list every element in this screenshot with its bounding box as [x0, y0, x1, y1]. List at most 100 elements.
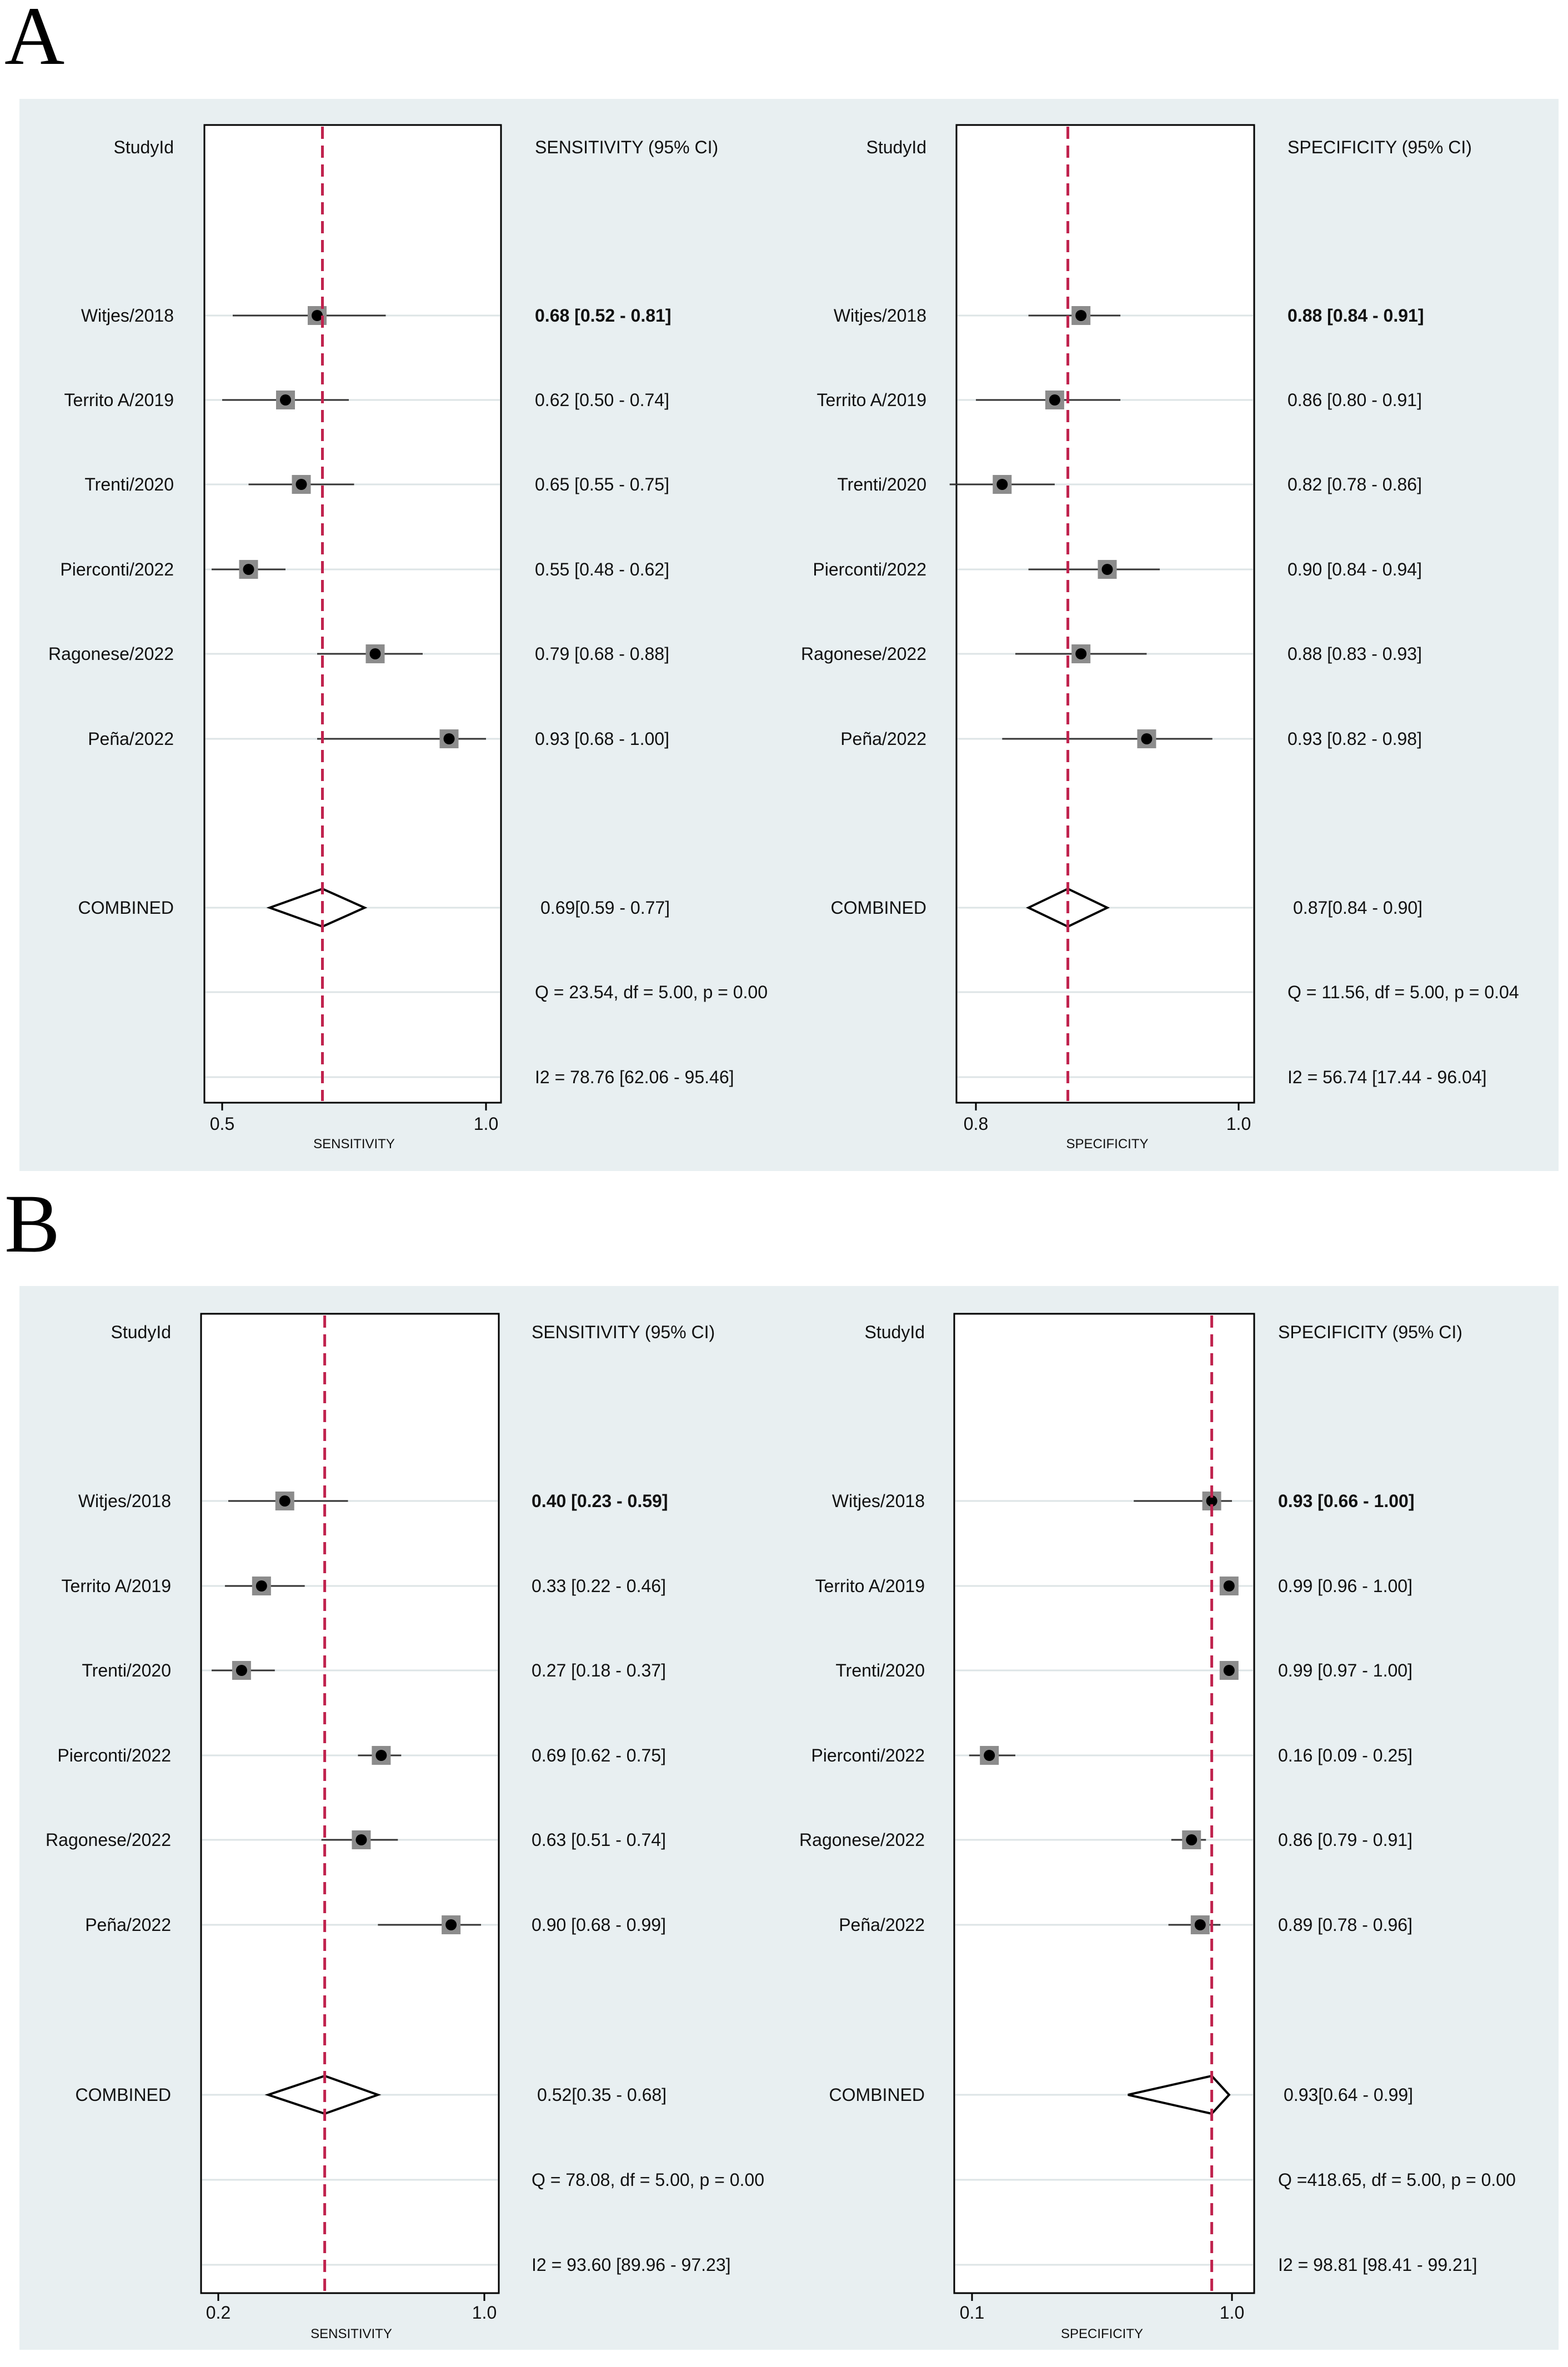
point-estimate [312, 310, 323, 321]
heterogeneity-i2: I2 = 98.81 [98.41 - 99.21] [1278, 2255, 1477, 2275]
x-tick-label: 0.5 [210, 1114, 234, 1134]
point-estimate [236, 1665, 247, 1676]
study-ci-label: 0.93 [0.82 - 0.98] [1288, 729, 1422, 749]
study-ci-label: 0.86 [0.80 - 0.91] [1288, 390, 1422, 410]
study-name: Ragonese/2022 [799, 1830, 925, 1850]
point-estimate [1194, 1919, 1206, 1930]
combined-label: COMBINED [78, 898, 174, 918]
point-estimate [295, 479, 307, 490]
study-column-header: StudyId [866, 137, 926, 157]
study-ci-label: 0.63 [0.51 - 0.74] [532, 1830, 666, 1850]
study-name: Pierconti/2022 [813, 559, 926, 579]
plot-area [955, 124, 1255, 1104]
ci-column-header: SENSITIVITY (95% CI) [535, 137, 718, 157]
x-tick-label: 0.8 [964, 1114, 988, 1134]
point-estimate [996, 479, 1008, 490]
study-ci-label: 0.93 [0.68 - 1.00] [535, 729, 669, 749]
study-ci-label: 0.33 [0.22 - 0.46] [532, 1576, 666, 1596]
point-estimate [984, 1750, 995, 1761]
heterogeneity-i2: I2 = 56.74 [17.44 - 96.04] [1288, 1067, 1487, 1087]
point-estimate [355, 1834, 367, 1845]
study-name: Territo A/2019 [817, 390, 926, 410]
forest-plot-specificity: StudyId SPECIFICITY (95% CI) Witjes/2018 0.… [799, 1313, 1516, 2341]
heterogeneity-q: Q = 78.08, df = 5.00, p = 0.00 [532, 2170, 764, 2190]
combined-label: COMBINED [76, 2085, 171, 2105]
x-tick-label: 1.0 [1220, 2303, 1244, 2323]
study-ci-label: 0.16 [0.09 - 0.25] [1278, 1745, 1412, 1765]
heterogeneity-q: Q = 23.54, df = 5.00, p = 0.00 [535, 982, 768, 1002]
x-tick-label: 1.0 [474, 1114, 498, 1134]
forest-plot-sensitivity: StudyId SENSITIVITY (95% CI) Witjes/2018 0.… [48, 124, 768, 1152]
heterogeneity-i2: I2 = 78.76 [62.06 - 95.46] [535, 1067, 734, 1087]
study-ci-label: 0.99 [0.96 - 1.00] [1278, 1576, 1412, 1596]
study-ci-label: 0.88 [0.84 - 0.91] [1288, 306, 1424, 326]
combined-ci-label: 0.93[0.64 - 0.99] [1284, 2085, 1413, 2105]
panel-b: B StudyId SENSITIVITY (95% CI) Witjes/2018 0… [4, 1178, 1559, 2350]
study-ci-label: 0.65 [0.55 - 0.75] [535, 474, 669, 494]
combined-ci-label: 0.87[0.84 - 0.90] [1293, 898, 1422, 918]
point-estimate [243, 564, 254, 575]
combined-ci-label: 0.69[0.59 - 0.77] [540, 898, 670, 918]
study-ci-label: 0.62 [0.50 - 0.74] [535, 390, 669, 410]
plot-area [200, 1313, 500, 2294]
study-name: Pierconti/2022 [811, 1745, 925, 1765]
x-tick-label: 0.1 [960, 2303, 984, 2323]
study-name: Ragonese/2022 [48, 644, 174, 664]
study-ci-label: 0.88 [0.83 - 0.93] [1288, 644, 1422, 664]
heterogeneity-q: Q = 11.56, df = 5.00, p = 0.04 [1288, 982, 1519, 1002]
study-name: Pierconti/2022 [60, 559, 174, 579]
study-ci-label: 0.86 [0.79 - 0.91] [1278, 1830, 1412, 1850]
study-name: Peña/2022 [840, 729, 926, 749]
forest-plot-specificity: StudyId SPECIFICITY (95% CI) Witjes/2018 0.… [801, 124, 1519, 1152]
combined-ci-label: 0.52[0.35 - 0.68] [537, 2085, 667, 2105]
study-ci-label: 0.55 [0.48 - 0.62] [535, 559, 669, 579]
study-ci-label: 0.82 [0.78 - 0.86] [1288, 474, 1422, 494]
study-name: Trenti/2020 [82, 1660, 171, 1680]
point-estimate [1141, 733, 1153, 744]
point-estimate [1223, 1665, 1235, 1676]
point-estimate [1049, 394, 1060, 406]
study-ci-label: 0.90 [0.84 - 0.94] [1288, 559, 1422, 579]
ci-column-header: SENSITIVITY (95% CI) [532, 1322, 715, 1342]
point-estimate [1101, 564, 1113, 575]
ci-column-header: SPECIFICITY (95% CI) [1278, 1322, 1462, 1342]
combined-diamond [264, 2074, 382, 2115]
study-name: Peña/2022 [839, 1915, 925, 1935]
study-ci-label: 0.40 [0.23 - 0.59] [532, 1491, 668, 1511]
x-tick-label: 0.2 [206, 2303, 231, 2323]
study-ci-label: 0.27 [0.18 - 0.37] [532, 1660, 666, 1680]
study-name: Witjes/2018 [832, 1491, 925, 1511]
x-axis-title: SPECIFICITY [1061, 2326, 1143, 2341]
study-name: Territo A/2019 [64, 390, 174, 410]
study-name: Peña/2022 [88, 729, 174, 749]
point-estimate [280, 394, 291, 406]
point-estimate [1223, 1580, 1235, 1592]
study-ci-label: 0.89 [0.78 - 0.96] [1278, 1915, 1412, 1935]
study-column-header: StudyId [111, 1322, 171, 1342]
study-ci-label: 0.93 [0.66 - 1.00] [1278, 1491, 1414, 1511]
point-estimate [445, 1919, 457, 1930]
x-tick-label: 1.0 [472, 2303, 497, 2323]
combined-label: COMBINED [829, 2085, 925, 2105]
point-estimate [279, 1495, 290, 1507]
study-column-header: StudyId [864, 1322, 925, 1342]
x-axis-title: SENSITIVITY [313, 1137, 395, 1152]
study-name: Trenti/2020 [835, 1660, 925, 1680]
study-name: Pierconti/2022 [57, 1745, 171, 1765]
point-estimate [1075, 648, 1087, 659]
study-name: Peña/2022 [85, 1915, 171, 1935]
heterogeneity-q: Q =418.65, df = 5.00, p = 0.00 [1278, 2170, 1516, 2190]
combined-label: COMBINED [831, 898, 926, 918]
study-name: Witjes/2018 [81, 306, 174, 326]
point-estimate [1206, 1495, 1218, 1507]
x-axis-title: SPECIFICITY [1066, 1137, 1148, 1152]
ci-column-header: SPECIFICITY (95% CI) [1288, 137, 1472, 157]
study-name: Territo A/2019 [62, 1576, 171, 1596]
point-estimate [375, 1750, 387, 1761]
x-axis-title: SENSITIVITY [310, 2326, 392, 2341]
point-estimate [256, 1580, 267, 1592]
study-ci-label: 0.69 [0.62 - 0.75] [532, 1745, 666, 1765]
study-name: Trenti/2020 [84, 474, 174, 494]
plot-area [953, 1313, 1255, 2294]
